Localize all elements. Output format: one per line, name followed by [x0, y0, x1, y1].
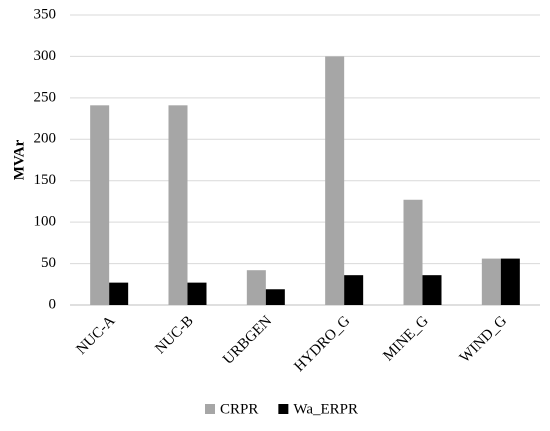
bar	[246, 270, 266, 305]
bar	[265, 289, 285, 305]
y-tick-label: 300	[34, 48, 57, 64]
x-tick-label: URBGEN	[220, 313, 275, 368]
x-tick-label: MINE_G	[380, 313, 431, 364]
legend-swatch	[278, 404, 289, 414]
x-tick-label: WIND_G	[457, 313, 510, 366]
x-tick-label: HYDRO_G	[291, 313, 353, 375]
bar	[109, 282, 129, 305]
legend-label: Wa_ERPR	[293, 401, 358, 417]
y-tick-label: 250	[34, 89, 57, 105]
y-tick-label: 150	[34, 172, 57, 188]
bar	[168, 105, 188, 305]
bar	[344, 275, 364, 305]
bar	[187, 282, 207, 305]
y-tick-label: 50	[41, 255, 56, 271]
bar	[90, 105, 110, 305]
x-tick-label: NUC-B	[152, 313, 196, 357]
bar	[481, 258, 501, 305]
legend-swatch	[205, 404, 215, 414]
y-tick-label: 350	[34, 6, 57, 22]
y-tick-label: 100	[34, 214, 57, 230]
y-axis-label: MVAr	[11, 139, 27, 180]
x-tick-label: NUC-A	[74, 313, 119, 358]
bar	[325, 56, 345, 305]
bar	[403, 199, 423, 305]
bar	[500, 258, 520, 305]
legend-label: CRPR	[220, 401, 258, 417]
y-tick-label: 0	[49, 296, 57, 312]
bar	[422, 275, 442, 305]
y-tick-label: 200	[34, 131, 57, 147]
